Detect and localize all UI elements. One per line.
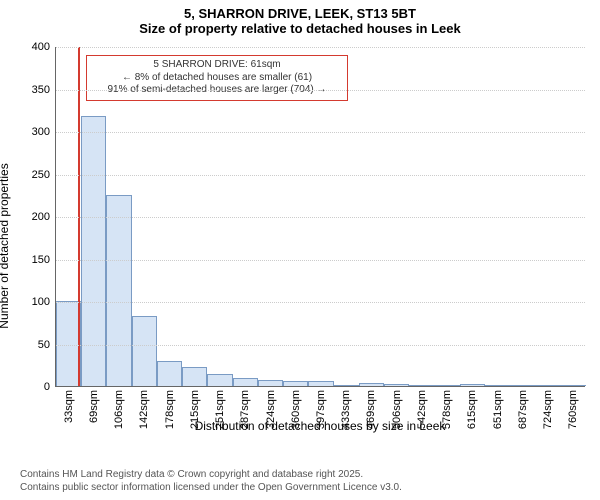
y-axis-label: Number of detached properties bbox=[0, 234, 11, 246]
histogram-bar bbox=[207, 374, 232, 386]
x-axis-label: Distribution of detached houses by size … bbox=[55, 419, 585, 433]
histogram-bar bbox=[106, 195, 131, 386]
plot-region: 5 SHARRON DRIVE: 61sqm ← 8% of detached … bbox=[55, 47, 585, 387]
y-tick-label: 250 bbox=[32, 169, 50, 181]
gridline bbox=[56, 132, 585, 133]
chart-area: Number of detached properties 5 SHARRON … bbox=[0, 42, 600, 437]
histogram-bar bbox=[233, 378, 258, 386]
annotation-line: ← 8% of detached houses are smaller (61) bbox=[93, 72, 341, 85]
gridline bbox=[56, 90, 585, 91]
histogram-bar bbox=[182, 367, 207, 386]
y-tick-label: 150 bbox=[32, 254, 50, 266]
y-tick-label: 400 bbox=[32, 41, 50, 53]
histogram-bar bbox=[510, 385, 535, 386]
y-tick-label: 100 bbox=[32, 296, 50, 308]
y-tick-label: 200 bbox=[32, 211, 50, 223]
gridline bbox=[56, 47, 585, 48]
chart-title-block: 5, SHARRON DRIVE, LEEK, ST13 5BT Size of… bbox=[0, 0, 600, 36]
annotation-box: 5 SHARRON DRIVE: 61sqm ← 8% of detached … bbox=[86, 55, 348, 101]
histogram-bar bbox=[258, 380, 283, 386]
gridline bbox=[56, 260, 585, 261]
histogram-bar bbox=[409, 385, 434, 386]
histogram-bar bbox=[435, 385, 460, 386]
chart-title-line2: Size of property relative to detached ho… bbox=[0, 21, 600, 36]
footer-line: Contains HM Land Registry data © Crown c… bbox=[20, 469, 402, 482]
footer-line: Contains public sector information licen… bbox=[20, 482, 402, 495]
annotation-line: 5 SHARRON DRIVE: 61sqm bbox=[93, 59, 341, 72]
attribution-footer: Contains HM Land Registry data © Crown c… bbox=[20, 469, 402, 494]
histogram-bar bbox=[460, 384, 485, 386]
y-tick-label: 0 bbox=[44, 381, 50, 393]
gridline bbox=[56, 345, 585, 346]
y-tick-label: 50 bbox=[38, 339, 50, 351]
histogram-bar bbox=[157, 361, 182, 387]
histogram-bar bbox=[561, 385, 586, 386]
histogram-bar bbox=[536, 385, 561, 386]
y-tick-label: 300 bbox=[32, 126, 50, 138]
histogram-bar bbox=[384, 384, 409, 386]
gridline bbox=[56, 217, 585, 218]
gridline bbox=[56, 175, 585, 176]
histogram-bar bbox=[485, 385, 510, 386]
histogram-bar bbox=[308, 381, 333, 386]
gridline bbox=[56, 302, 585, 303]
histogram-bar bbox=[334, 385, 359, 386]
y-tick-label: 350 bbox=[32, 84, 50, 96]
histogram-bar bbox=[359, 383, 384, 386]
histogram-bar bbox=[132, 316, 157, 386]
chart-title-line1: 5, SHARRON DRIVE, LEEK, ST13 5BT bbox=[0, 6, 600, 21]
histogram-bar bbox=[283, 381, 308, 386]
